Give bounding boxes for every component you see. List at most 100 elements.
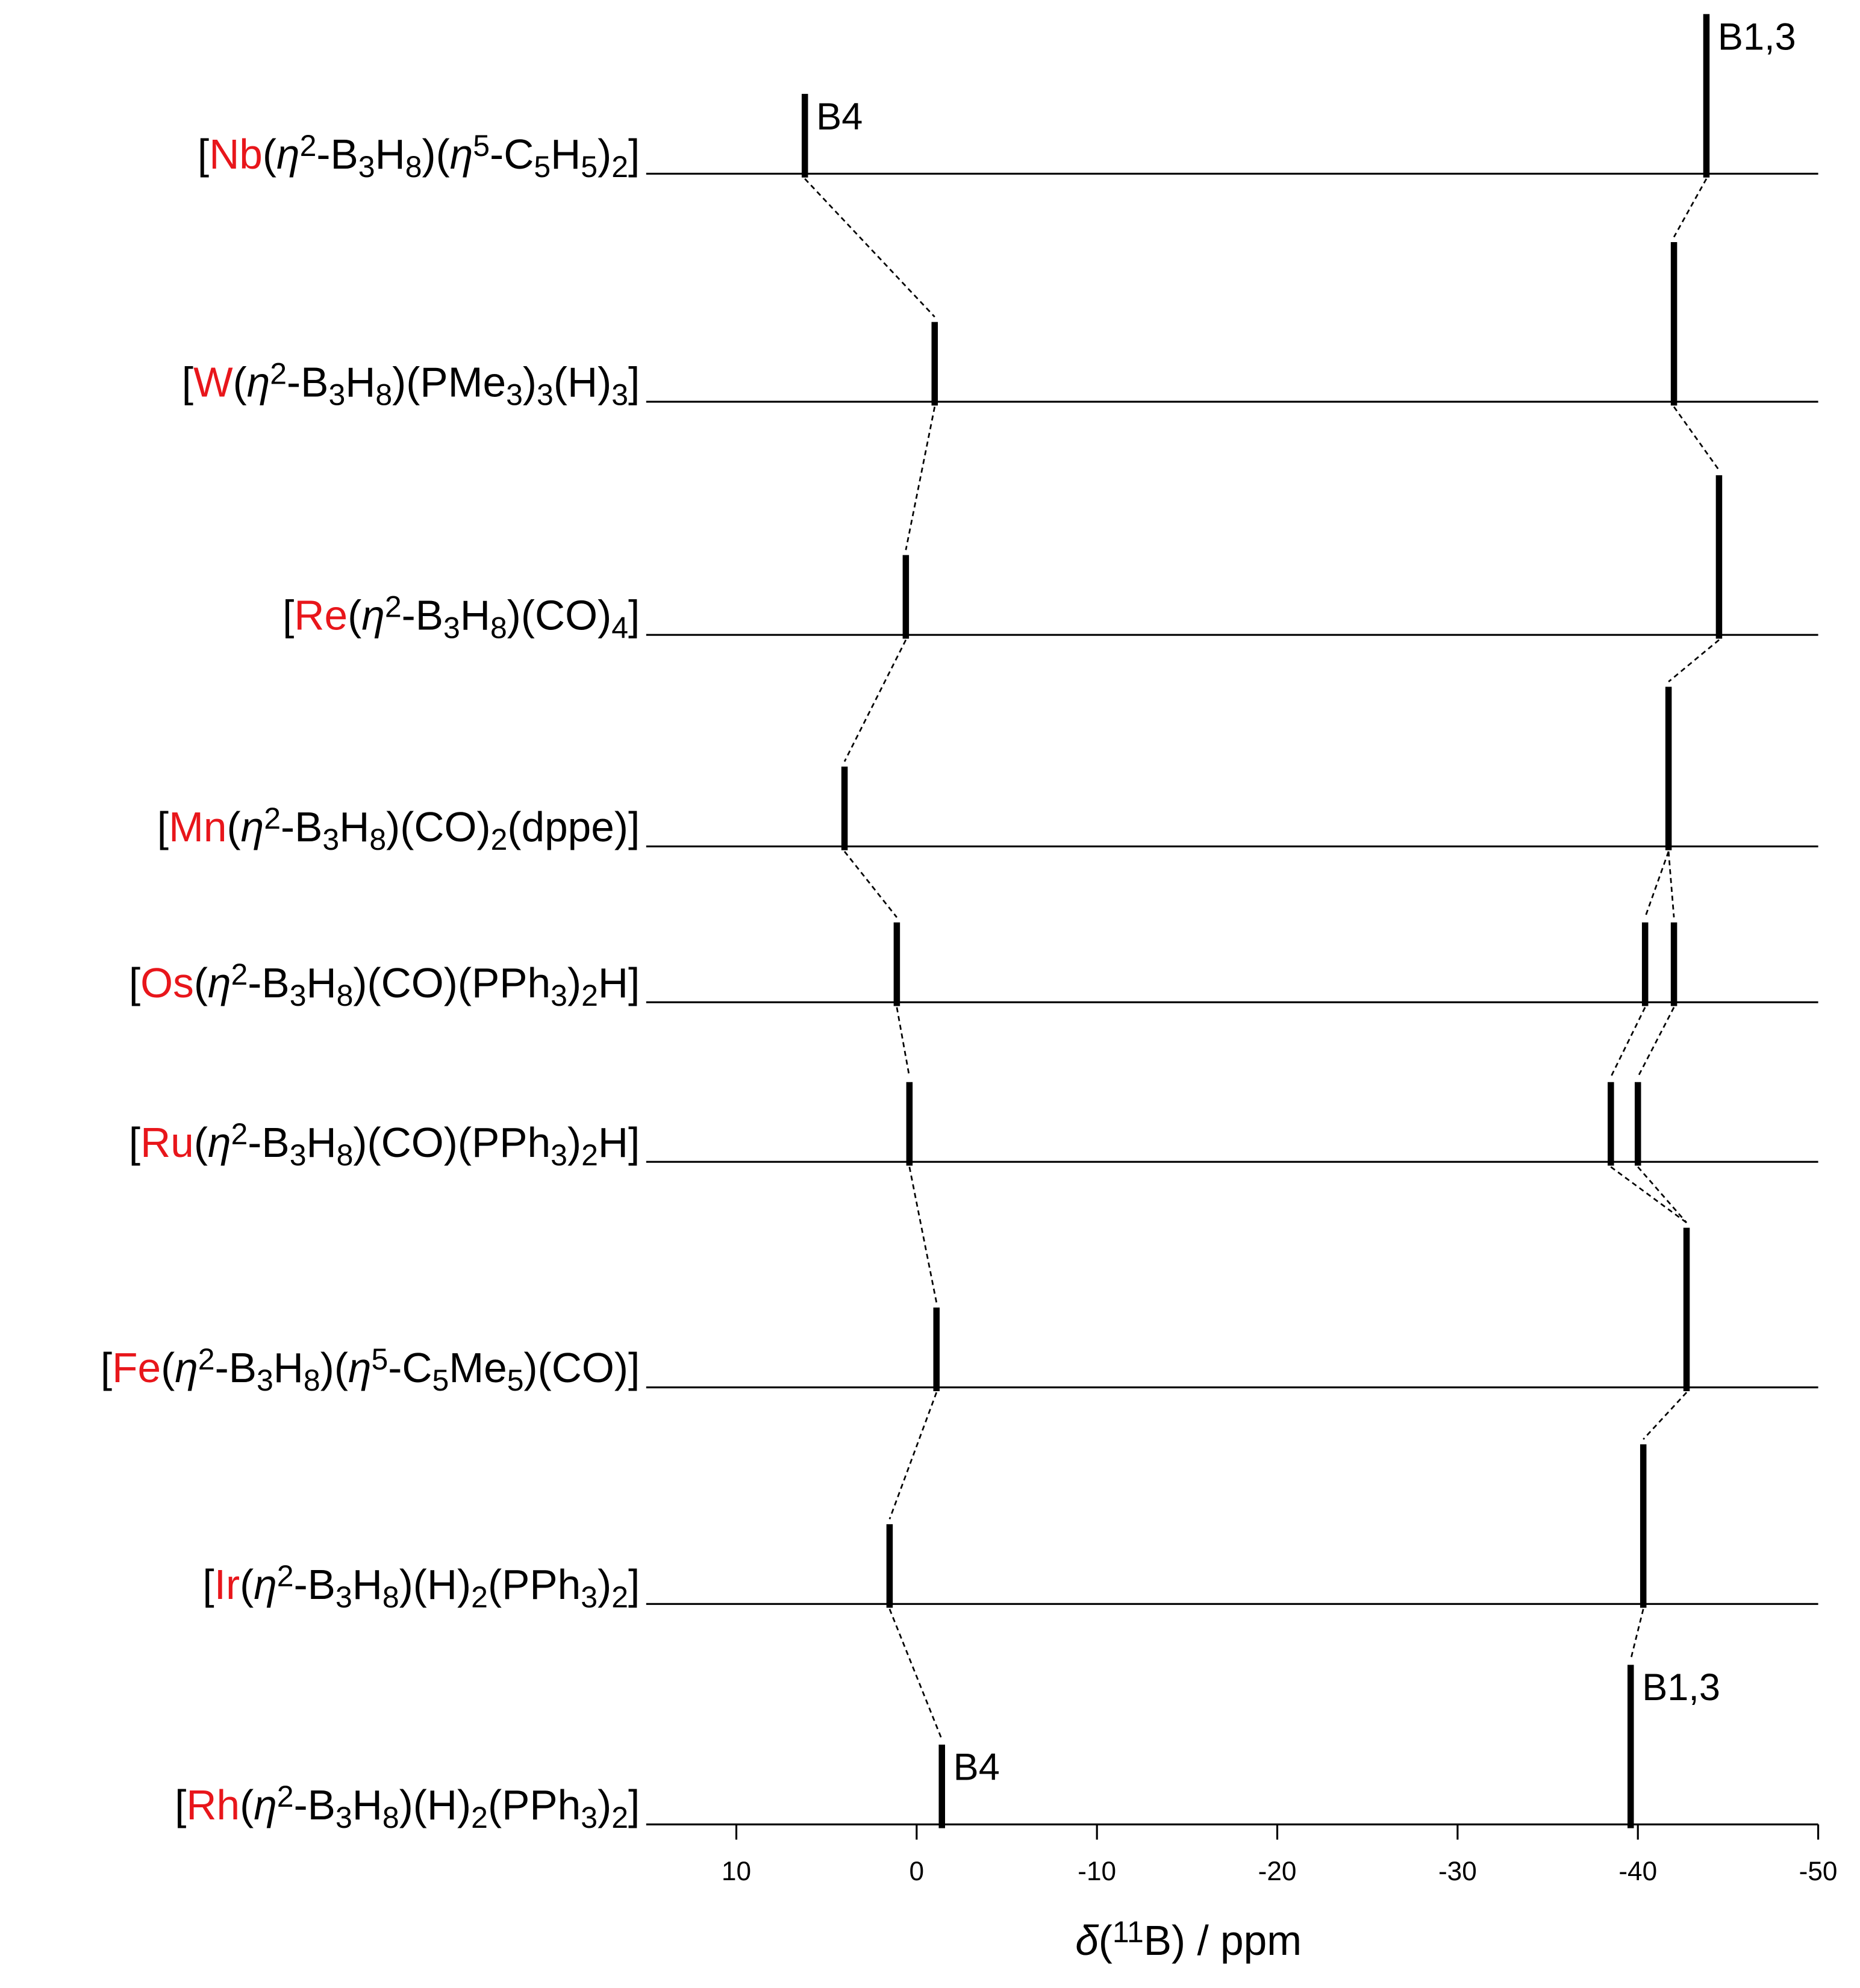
correlation-line xyxy=(896,1007,911,1077)
label-part: 5 xyxy=(371,1342,388,1376)
label-part: )( xyxy=(320,1344,348,1391)
label-part: 3 xyxy=(257,1363,273,1397)
label-part: 11 xyxy=(1113,1915,1144,1949)
label-part: (dppe)] xyxy=(507,803,640,850)
label-part: [ xyxy=(182,359,193,406)
label-part: H xyxy=(345,359,375,406)
label-part: H xyxy=(273,1344,304,1391)
x-tick-label: -40 xyxy=(1618,1857,1657,1886)
label-part: H xyxy=(375,131,405,178)
correlation-line xyxy=(1637,1006,1675,1077)
label-part: 2 xyxy=(581,979,598,1012)
metal: W xyxy=(193,359,233,406)
correlation-line xyxy=(843,639,907,762)
correlation-line xyxy=(1643,1392,1688,1440)
label-part: ] xyxy=(628,131,640,178)
compound-label: [Ru(η2-B3H8)(CO)(PPh3)2H] xyxy=(129,1117,640,1172)
label-part: 8 xyxy=(369,823,386,856)
correlation-line xyxy=(1637,1166,1688,1224)
label-part: η xyxy=(348,1344,372,1391)
label-part: H xyxy=(339,803,369,850)
metal: Os xyxy=(140,959,194,1006)
label-part: )(CO) xyxy=(386,803,490,850)
label-part: )(CO)(PPh xyxy=(353,1119,551,1166)
x-tick-label: -20 xyxy=(1258,1857,1297,1886)
label-part: η xyxy=(241,803,264,850)
metal: Ir xyxy=(214,1561,240,1608)
label-part: 3 xyxy=(551,979,567,1012)
label-part: )(CO) xyxy=(507,592,611,639)
x-axis-label: δ(11B) / ppm xyxy=(1075,1915,1302,1964)
label-part: H] xyxy=(598,959,640,1006)
correlation-line xyxy=(1644,851,1670,918)
label-part: [ xyxy=(198,131,209,178)
compound-label: [Mn(η2-B3H8)(CO)2(dppe)] xyxy=(157,802,640,856)
label-part: 8 xyxy=(405,150,422,184)
compound-label: [Nb(η2-B3H8)(η5-C5H5)2] xyxy=(198,129,640,184)
label-part: -B xyxy=(316,131,358,178)
label-part: 8 xyxy=(375,378,392,412)
label-part: 8 xyxy=(490,611,507,645)
label-part: H xyxy=(460,592,490,639)
label-part: [ xyxy=(175,1781,186,1828)
x-tick-label: -30 xyxy=(1438,1857,1477,1886)
label-part: ] xyxy=(628,1561,640,1608)
compound-label: [Os(η2-B3H8)(CO)(PPh3)2H] xyxy=(129,958,640,1012)
label-part: [ xyxy=(129,959,140,1006)
label-part: 2 xyxy=(581,1138,598,1172)
label-part: 3 xyxy=(335,1580,352,1614)
label-part: η xyxy=(361,592,385,639)
compound-label: [W(η2-B3H8)(PMe3)3(H)3] xyxy=(182,357,640,412)
label-part: η xyxy=(254,1781,277,1828)
label-part: 2 xyxy=(385,590,402,624)
label-part: [ xyxy=(101,1344,112,1391)
correlation-line xyxy=(804,178,935,318)
label-part: η xyxy=(175,1344,198,1391)
label-part: [ xyxy=(202,1561,214,1608)
label-part: ] xyxy=(628,592,640,639)
label-part: ( xyxy=(194,959,208,1006)
x-tick-label: 10 xyxy=(722,1857,751,1886)
compound-label: [Ir(η2-B3H8)(H)2(PPh3)2] xyxy=(202,1559,640,1614)
correlation-line xyxy=(844,851,897,918)
label-part: )( xyxy=(422,131,450,178)
label-part: ( xyxy=(348,592,361,639)
label-part: ) xyxy=(598,131,611,178)
metal: Re xyxy=(294,592,348,639)
correlation-line xyxy=(905,407,936,550)
label-part: 8 xyxy=(304,1363,320,1397)
metal: Nb xyxy=(209,131,263,178)
peak-annotation: B1,3 xyxy=(1718,16,1796,58)
label-part: -B xyxy=(294,1561,335,1608)
correlation-line xyxy=(1673,406,1720,471)
correlation-line xyxy=(1610,1166,1687,1224)
label-part: (H) xyxy=(554,359,611,406)
peak-annotation: B4 xyxy=(953,1747,1000,1789)
label-part: [ xyxy=(129,1119,140,1166)
label-part: ) xyxy=(567,1119,581,1166)
label-part: 2 xyxy=(231,1117,248,1151)
label-part: η xyxy=(276,131,300,178)
x-tick-label: 0 xyxy=(910,1857,925,1886)
label-part: -B xyxy=(287,359,328,406)
label-part: 5 xyxy=(473,129,490,163)
label-part: 3 xyxy=(581,1801,598,1834)
label-part: )(H) xyxy=(399,1561,471,1608)
label-part: -B xyxy=(281,803,322,850)
label-part: ( xyxy=(1099,1917,1113,1964)
compound-label: [Fe(η2-B3H8)(η5-C5Me5)(CO)] xyxy=(101,1342,640,1397)
correlation-line xyxy=(888,1392,938,1519)
label-part: 3 xyxy=(358,150,375,184)
correlation-line xyxy=(1673,178,1708,238)
label-part: 3 xyxy=(581,1580,598,1614)
label-part: 4 xyxy=(611,611,628,645)
label-part: ( xyxy=(240,1561,254,1608)
label-part: 8 xyxy=(382,1801,399,1834)
label-part: 3 xyxy=(537,378,554,412)
label-part: 3 xyxy=(506,378,523,412)
metal: Mn xyxy=(169,803,226,850)
label-part: 3 xyxy=(328,378,345,412)
metal: Ru xyxy=(140,1119,194,1166)
label-part: ) xyxy=(598,1781,611,1828)
